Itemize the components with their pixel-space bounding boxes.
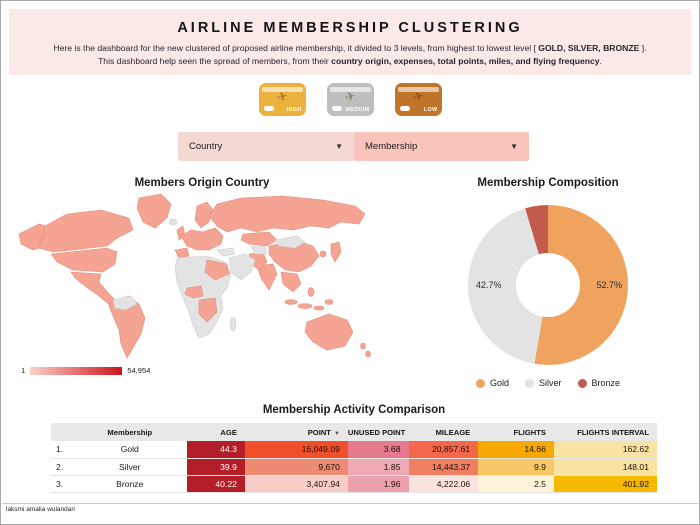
membership-filter-dropdown[interactable]: Membership ▼ bbox=[354, 132, 529, 161]
card-stripe bbox=[397, 87, 439, 92]
country-filter-dropdown[interactable]: Country ▼ bbox=[178, 132, 354, 161]
donut-hole bbox=[516, 253, 580, 317]
donut-legend: Gold Silver Bronze bbox=[404, 378, 692, 388]
metric-cell: 44.3 bbox=[187, 441, 245, 459]
header-description: Here is the dashboard for the new cluste… bbox=[27, 42, 673, 68]
metric-cell: 9.9 bbox=[478, 458, 554, 476]
world-choropleth-map[interactable] bbox=[11, 194, 389, 360]
metric-cell: 39.9 bbox=[187, 458, 245, 476]
membership-name: Bronze bbox=[72, 475, 188, 493]
metric-cell: 14,443.37 bbox=[408, 458, 479, 476]
footer-bar: laksmi amalia wulandari bbox=[2, 503, 698, 523]
legend-dot bbox=[524, 378, 534, 388]
card-stripe bbox=[261, 87, 303, 92]
metric-cell: 2.5 bbox=[478, 475, 554, 493]
gold-percentage-label: 52.7% bbox=[596, 280, 622, 290]
metric-cell: 3.68 bbox=[347, 441, 409, 459]
scale-min-label: 1 bbox=[21, 366, 26, 375]
membership-name: Gold bbox=[72, 441, 188, 459]
table-row-bronze[interactable]: 3. Bronze 40.22 3,407.94 1.96 4,222.06 2.5 401.… bbox=[51, 475, 657, 493]
column-header-flights[interactable]: FLIGHTS bbox=[478, 423, 554, 441]
card-stripe bbox=[329, 87, 371, 92]
metric-cell: 20,857.61 bbox=[408, 441, 479, 459]
metric-cell: 4,222.06 bbox=[408, 475, 479, 493]
metric-cell: 401.92 bbox=[553, 475, 657, 493]
metric-cell: 1.96 bbox=[347, 475, 409, 493]
filter-bar: Country ▼ Membership ▼ bbox=[178, 132, 529, 161]
legend-label: Silver bbox=[538, 378, 562, 388]
column-header-mileage[interactable]: MILEAGE bbox=[408, 423, 479, 441]
donut-section: Membership Composition 42.7% 52.7% Gold S… bbox=[404, 177, 692, 388]
metric-cell: 16,049.09 bbox=[244, 441, 348, 459]
card-chip bbox=[263, 106, 274, 111]
donut-chart-wrap: 42.7% 52.7% bbox=[468, 205, 628, 365]
column-header-age[interactable]: AGE bbox=[187, 423, 245, 441]
card-label: HIGH bbox=[286, 107, 302, 113]
desc-line1: Here is the dashboard for the new cluste… bbox=[53, 43, 647, 53]
column-header-point[interactable]: POINT ▼ bbox=[244, 423, 348, 441]
card-low: ✈ LOW bbox=[394, 83, 442, 116]
legend-item-silver[interactable]: Silver bbox=[524, 378, 562, 388]
row-index: 1. bbox=[51, 441, 73, 459]
table-row-gold[interactable]: 1. Gold 44.3 16,049.09 3.68 20,857.61 14.66 162… bbox=[51, 441, 657, 459]
header: AIRLINE MEMBERSHIP CLUSTERING Here is th… bbox=[9, 9, 691, 75]
metric-cell: 1.85 bbox=[347, 458, 409, 476]
legend-dot bbox=[577, 378, 587, 388]
metric-cell: 3,407.94 bbox=[244, 475, 348, 493]
map-section: Members Origin Country bbox=[11, 177, 393, 375]
comparison-table-section: Membership Activity Comparison Membershi… bbox=[51, 404, 657, 493]
sort-caret-icon: ▼ bbox=[333, 430, 340, 437]
metric-cell: 9,670 bbox=[244, 458, 348, 476]
table-row-silver[interactable]: 2. Silver 39.9 9,670 1.85 14,443.37 9.9 148.01 bbox=[51, 458, 657, 476]
desc-line2: This dashboard help seen the spread of m… bbox=[98, 55, 602, 66]
chevron-down-icon: ▼ bbox=[335, 142, 343, 151]
page-title: AIRLINE MEMBERSHIP CLUSTERING bbox=[177, 20, 523, 36]
map-title: Members Origin Country bbox=[134, 177, 270, 189]
scale-max-label: 54,954 bbox=[127, 366, 151, 375]
card-chip bbox=[399, 106, 410, 111]
donut-title: Membership Composition bbox=[477, 177, 619, 189]
card-high: ✈ HIGH bbox=[258, 83, 306, 116]
gradient-bar bbox=[30, 366, 123, 375]
legend-dot bbox=[475, 378, 485, 388]
author-label: laksmi amalia wulandari bbox=[6, 506, 75, 513]
map-color-scale: 1 54,954 bbox=[21, 366, 393, 375]
metric-cell: 14.66 bbox=[478, 441, 554, 459]
legend-label: Bronze bbox=[591, 378, 621, 388]
row-index: 2. bbox=[51, 458, 73, 476]
table-title: Membership Activity Comparison bbox=[262, 404, 446, 416]
chevron-down-icon: ▼ bbox=[510, 142, 518, 151]
filter-label: Country bbox=[189, 141, 223, 152]
row-index: 3. bbox=[51, 475, 73, 493]
table-body: 1. Gold 44.3 16,049.09 3.68 20,857.61 14.66 162… bbox=[51, 441, 657, 493]
legend-item-bronze[interactable]: Bronze bbox=[577, 378, 621, 388]
card-label: MEDIUM bbox=[345, 107, 370, 113]
membership-name: Silver bbox=[72, 458, 188, 476]
metric-cell: 162.62 bbox=[553, 441, 657, 459]
silver-percentage-label: 42.7% bbox=[476, 280, 502, 290]
metric-cell: 40.22 bbox=[187, 475, 245, 493]
column-header-membership[interactable]: Membership bbox=[72, 423, 188, 441]
membership-activity-table: Membership AGE POINT ▼ UNUSED POINT MILEAGE FL… bbox=[51, 423, 657, 493]
metric-cell: 148.01 bbox=[553, 458, 657, 476]
card-chip bbox=[331, 106, 342, 111]
card-label: LOW bbox=[423, 107, 438, 113]
column-header-unused-point[interactable]: UNUSED POINT bbox=[347, 423, 409, 441]
membership-cards: ✈ HIGH ✈ MEDIUM ✈ LOW bbox=[1, 83, 699, 119]
legend-item-gold[interactable]: Gold bbox=[475, 378, 509, 388]
table-header-row: Membership AGE POINT ▼ UNUSED POINT MILEAGE FL… bbox=[51, 423, 657, 441]
column-header-index[interactable] bbox=[51, 423, 73, 441]
legend-label: Gold bbox=[489, 378, 509, 388]
card-medium: ✈ MEDIUM bbox=[326, 83, 374, 116]
filter-label: Membership bbox=[365, 141, 418, 152]
column-header-flights-interval[interactable]: FLIGHTS INTERVAL bbox=[553, 423, 657, 441]
